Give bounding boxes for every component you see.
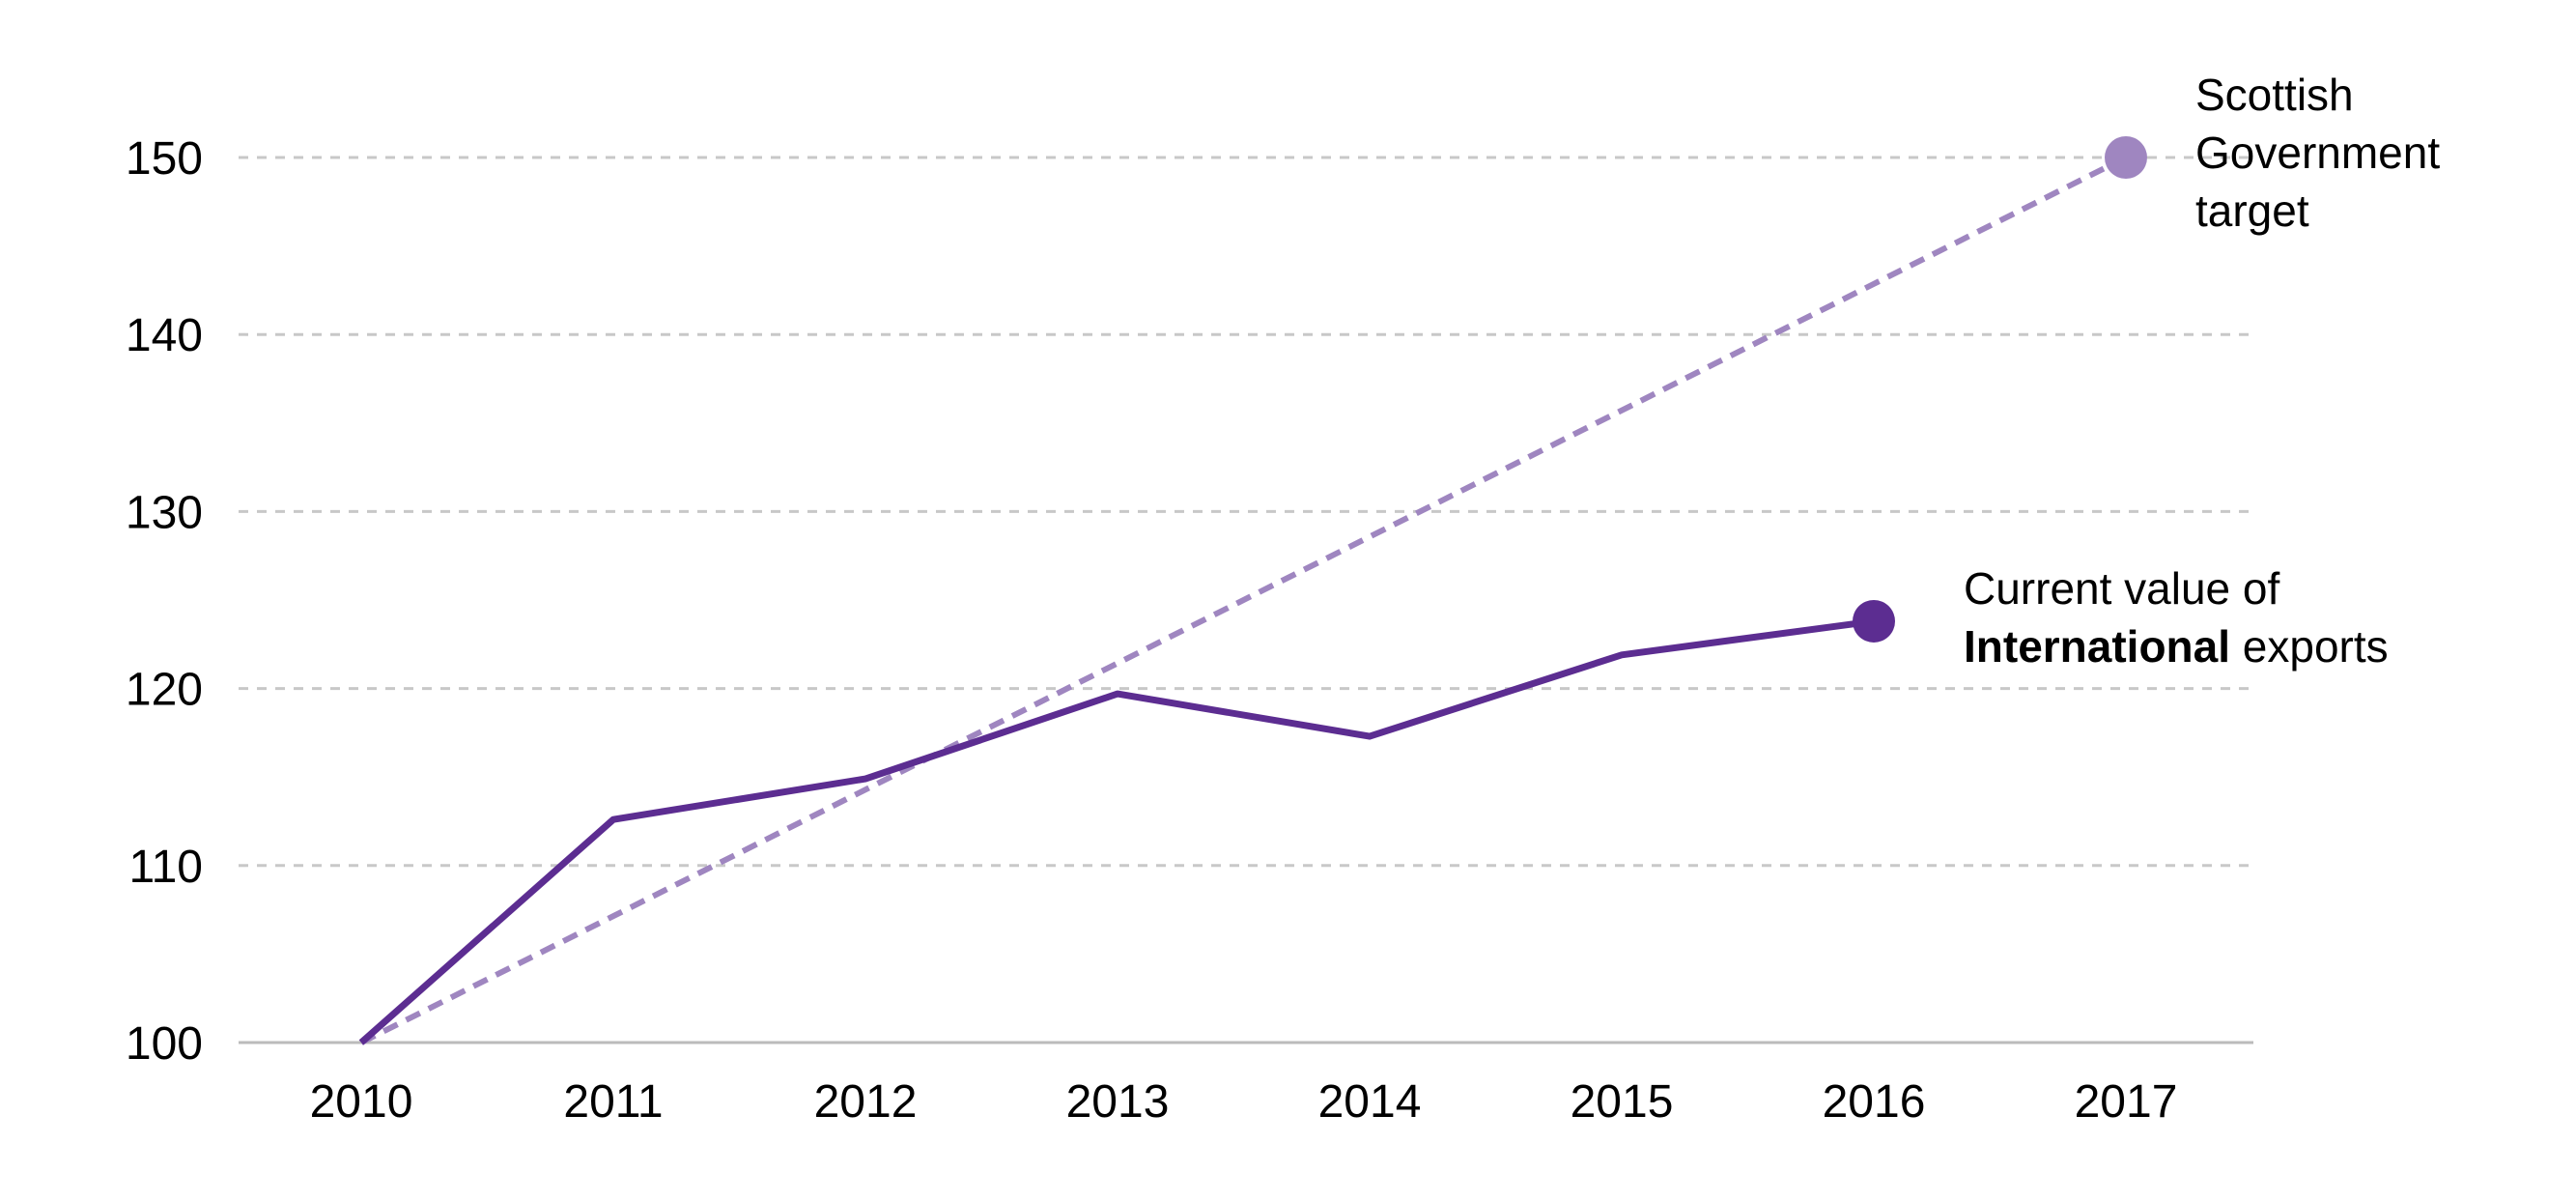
end-marker-target (2105, 136, 2147, 179)
exports-annotation-rest: exports (2230, 621, 2389, 672)
y-tick-label-140: 140 (126, 310, 203, 361)
x-tick-label-2014: 2014 (1318, 1076, 1422, 1128)
y-axis-ticks: 100 110 120 130 140 150 (126, 133, 203, 1070)
series-group (358, 136, 2147, 1045)
x-tick-label-2010: 2010 (310, 1076, 413, 1128)
series-line-target (359, 155, 2128, 1045)
gridlines (239, 156, 2253, 1044)
y-tick-label-130: 130 (126, 487, 203, 538)
target-annotation-line-2: Government (2195, 128, 2440, 178)
x-tick-label-2013: 2013 (1066, 1076, 1170, 1128)
x-tick-label-2016: 2016 (1823, 1076, 1926, 1128)
y-tick-label-120: 120 (126, 665, 203, 716)
x-tick-label-2012: 2012 (814, 1076, 918, 1128)
target-annotation-line-1: Scottish (2195, 70, 2354, 120)
x-axis-ticks: 2010 2011 2012 2013 2014 2015 2016 2017 (310, 1076, 2178, 1128)
end-marker-exports (1853, 599, 1895, 643)
y-tick-label-150: 150 (126, 133, 203, 185)
exports-annotation-line-1: Current value of (1964, 563, 2279, 614)
target-annotation-line-3: target (2195, 186, 2309, 236)
exports-annotation-line-2: International exports (1964, 621, 2389, 672)
y-tick-label-110: 110 (128, 842, 203, 893)
exports-annotation-bold: International (1964, 621, 2230, 672)
annotations: Scottish Government target Current value… (1964, 70, 2440, 672)
x-tick-label-2011: 2011 (563, 1076, 663, 1128)
y-tick-label-100: 100 (126, 1018, 203, 1070)
x-tick-label-2017: 2017 (2075, 1076, 2178, 1128)
series-line-exports (358, 617, 1875, 1045)
x-tick-label-2015: 2015 (1571, 1076, 1674, 1128)
